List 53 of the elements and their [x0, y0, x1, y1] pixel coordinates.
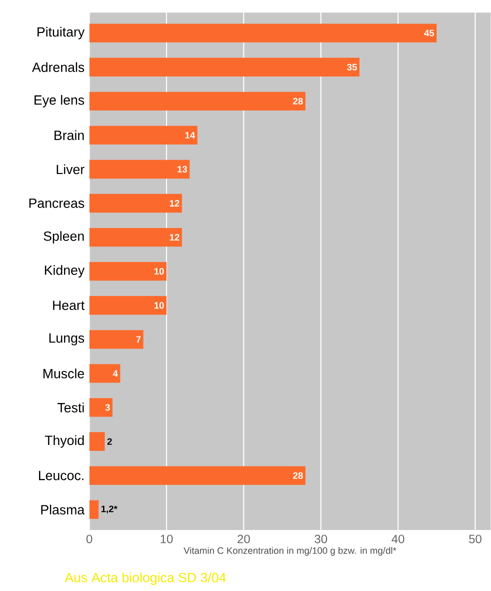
data-label: 13 — [178, 166, 188, 173]
y-tick-label: Brain — [54, 130, 84, 140]
bar — [89, 500, 99, 519]
data-label: 12 — [170, 234, 180, 241]
bar — [89, 364, 120, 383]
bar — [89, 126, 198, 145]
bar — [89, 194, 182, 213]
y-tick-label: Adrenals — [32, 62, 84, 72]
bar — [89, 58, 360, 76]
bar — [89, 398, 112, 417]
data-label: 10 — [154, 302, 164, 309]
data-label: 14 — [185, 132, 196, 138]
y-tick-label: Thyoid — [44, 435, 84, 448]
bar — [89, 228, 182, 247]
bar — [89, 92, 306, 110]
y-tick-label: Heart — [53, 300, 85, 310]
bar — [89, 262, 167, 281]
y-tick-label: Muscle — [43, 368, 84, 378]
data-label: 2 — [107, 438, 112, 445]
y-tick-label: Testi — [58, 402, 84, 412]
x-tick-label: 10 — [160, 534, 173, 544]
data-label: 28 — [293, 472, 303, 479]
data-label: 10 — [154, 268, 164, 275]
y-tick-label: Kidney — [44, 265, 85, 278]
x-axis-title: Vitamin C Konzentration in mg/100 g bzw. in mg/dl* — [184, 547, 396, 556]
y-tick-label: Spleen — [44, 231, 84, 244]
data-label: 35 — [347, 64, 357, 70]
bar — [89, 330, 144, 349]
y-tick-label: Liver — [56, 164, 84, 174]
y-tick-label: Pituitary — [38, 26, 85, 40]
data-label: 4 — [112, 370, 118, 377]
bar — [89, 24, 437, 42]
x-tick-label: 50 — [469, 534, 482, 544]
x-tick-label: 30 — [314, 534, 328, 544]
y-tick-label: Plasma — [41, 504, 85, 514]
bar — [89, 432, 105, 451]
text: Aus Acta biologica SD 3/04 — [64, 572, 226, 585]
bar — [89, 466, 306, 485]
bar — [89, 296, 167, 315]
x-tick-label: 40 — [392, 534, 404, 544]
data-label: 3 — [105, 404, 110, 411]
y-tick-label: Lungs — [49, 333, 84, 346]
data-label: 1,2* — [101, 506, 118, 514]
x-tick-label: 20 — [238, 534, 250, 544]
y-tick-label: Eye lens — [34, 94, 84, 108]
data-label: 28 — [293, 98, 303, 104]
data-label: 12 — [170, 200, 180, 207]
bar — [89, 160, 190, 179]
y-tick-label: Pancreas — [29, 198, 84, 208]
data-label: 45 — [424, 30, 434, 36]
x-tick-label: 0 — [86, 534, 92, 544]
data-label: 7 — [136, 336, 141, 343]
y-tick-label: Leucoc. — [39, 470, 84, 480]
